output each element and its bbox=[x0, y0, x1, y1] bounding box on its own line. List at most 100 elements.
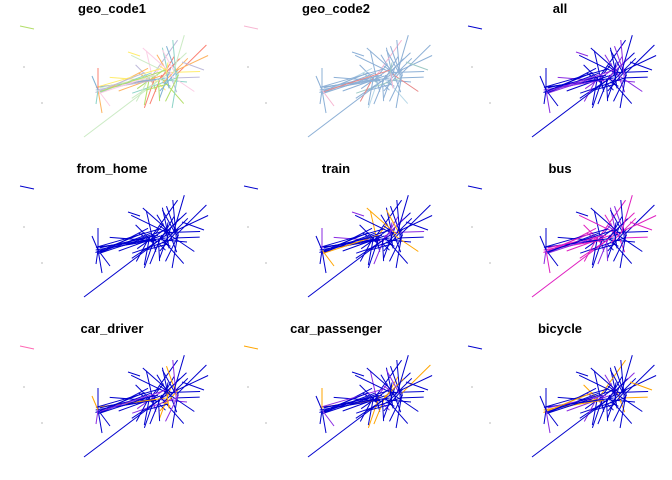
desire-line bbox=[544, 68, 609, 88]
legend-key bbox=[467, 345, 483, 350]
desire-line bbox=[367, 395, 380, 429]
desire-line bbox=[624, 44, 655, 75]
desire-line bbox=[531, 74, 615, 138]
desire-line bbox=[613, 234, 628, 262]
desire-line bbox=[159, 387, 172, 419]
desire-line bbox=[157, 239, 161, 262]
desire-line bbox=[609, 369, 624, 394]
desire-line bbox=[389, 391, 394, 409]
desire-line bbox=[620, 359, 625, 398]
desire-line bbox=[385, 209, 400, 234]
desire-line bbox=[369, 83, 393, 91]
desire-line bbox=[543, 409, 547, 425]
desire-line bbox=[143, 235, 156, 269]
desire-line bbox=[161, 369, 176, 394]
desire-line bbox=[307, 74, 391, 138]
desire-line bbox=[320, 388, 385, 408]
desire-line bbox=[591, 235, 604, 269]
desire-line bbox=[367, 235, 380, 269]
desire-line bbox=[118, 235, 161, 252]
desire-line bbox=[319, 232, 369, 253]
map-svg bbox=[19, 25, 209, 138]
desire-line bbox=[165, 74, 180, 102]
desire-line bbox=[132, 77, 179, 94]
desire-line bbox=[307, 234, 391, 298]
desire-line bbox=[307, 394, 391, 458]
desire-line bbox=[342, 75, 385, 92]
desire-line bbox=[321, 249, 335, 267]
desire-line bbox=[159, 227, 172, 259]
desire-line bbox=[543, 89, 547, 105]
desire-line bbox=[620, 39, 625, 78]
desire-line bbox=[613, 231, 618, 249]
desire-line bbox=[95, 409, 99, 425]
desire-line bbox=[323, 69, 390, 92]
desire-line bbox=[625, 76, 648, 79]
desire-line bbox=[385, 369, 400, 394]
desire-line bbox=[142, 207, 173, 235]
desire-line bbox=[613, 391, 618, 409]
desire-line bbox=[165, 222, 169, 237]
zone-point bbox=[471, 226, 473, 228]
desire-line bbox=[315, 395, 323, 411]
desire-line bbox=[396, 359, 401, 398]
desire-line bbox=[383, 387, 396, 419]
zone-point bbox=[265, 422, 267, 424]
desire-line bbox=[142, 367, 173, 395]
desire-line bbox=[396, 35, 409, 74]
panel-title: all bbox=[552, 1, 568, 16]
desire-line bbox=[172, 195, 185, 234]
desire-line bbox=[145, 83, 169, 91]
desire-line bbox=[539, 75, 547, 91]
desire-line bbox=[396, 195, 409, 234]
desire-line bbox=[95, 392, 145, 413]
desire-line bbox=[400, 204, 431, 235]
desire-line bbox=[622, 55, 657, 72]
panel-title: car_driver bbox=[80, 321, 144, 336]
desire-line bbox=[566, 395, 609, 412]
desire-line bbox=[83, 234, 167, 298]
desire-line bbox=[398, 215, 433, 232]
desire-line bbox=[605, 399, 609, 422]
desire-line bbox=[389, 382, 393, 397]
desire-line bbox=[165, 231, 170, 249]
desire-line bbox=[389, 231, 394, 249]
zone-point bbox=[489, 262, 491, 264]
desire-line bbox=[591, 395, 604, 429]
desire-line bbox=[625, 396, 648, 399]
desire-line bbox=[165, 234, 180, 262]
desire-line bbox=[118, 395, 161, 412]
legend-key bbox=[19, 345, 35, 350]
desire-line bbox=[545, 249, 551, 274]
zone-point bbox=[23, 66, 25, 68]
desire-line bbox=[616, 233, 643, 252]
map-svg bbox=[467, 345, 657, 458]
map-svg bbox=[19, 345, 209, 458]
desire-line bbox=[539, 395, 547, 411]
desire-line bbox=[172, 35, 185, 74]
desire-line bbox=[320, 68, 385, 88]
desire-line bbox=[381, 399, 385, 422]
panel-title: from_home bbox=[76, 161, 148, 176]
desire-line bbox=[96, 68, 161, 88]
desire-line bbox=[593, 243, 617, 251]
desire-line bbox=[396, 39, 401, 78]
desire-line bbox=[613, 74, 628, 102]
desire-line bbox=[544, 228, 609, 248]
desire-line bbox=[391, 71, 425, 73]
desire-line bbox=[613, 222, 617, 237]
desire-line bbox=[181, 61, 205, 71]
desire-line bbox=[366, 47, 397, 75]
desire-line bbox=[167, 71, 201, 73]
zone-point bbox=[471, 386, 473, 388]
desire-line bbox=[543, 392, 593, 413]
desire-line bbox=[145, 403, 169, 411]
desire-line bbox=[321, 409, 335, 427]
legend-key bbox=[243, 345, 259, 350]
desire-line bbox=[83, 394, 167, 458]
desire-line bbox=[351, 371, 365, 377]
desire-line bbox=[383, 227, 396, 259]
desire-line bbox=[91, 235, 99, 251]
desire-line bbox=[613, 71, 618, 89]
